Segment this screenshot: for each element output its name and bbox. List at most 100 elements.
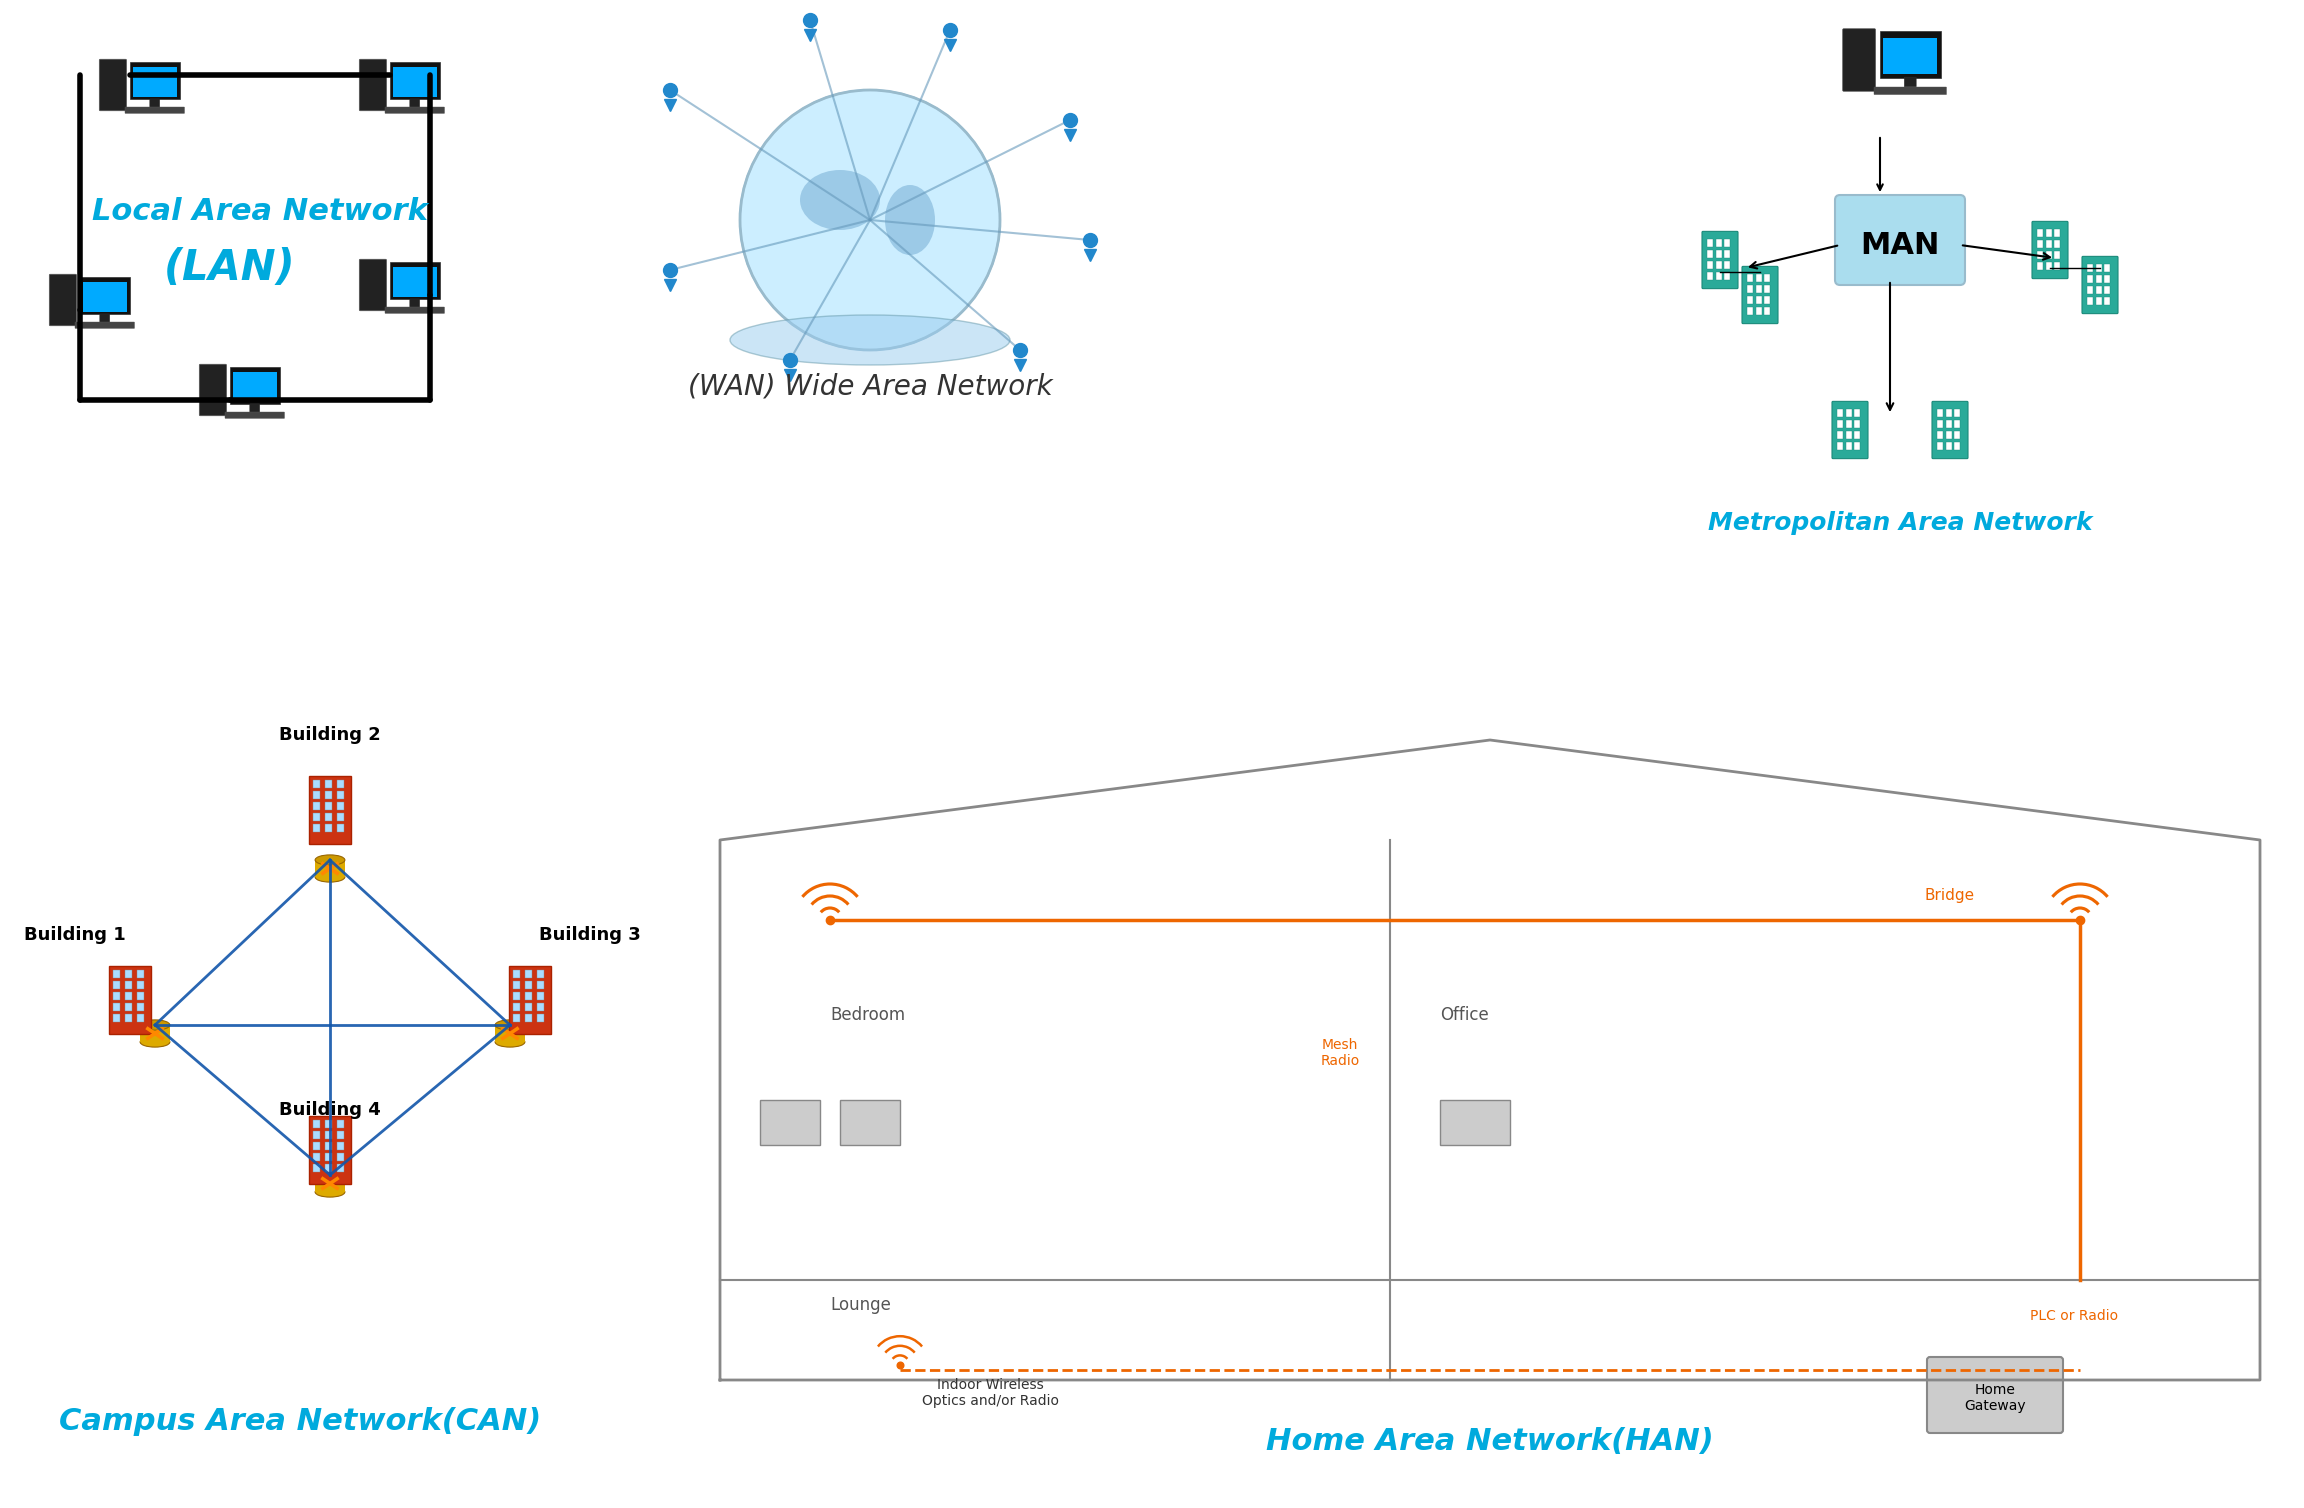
Bar (1716, 273, 1721, 280)
Bar (313, 1131, 320, 1139)
Bar (325, 1164, 332, 1172)
Bar (134, 66, 177, 97)
Bar (124, 982, 131, 989)
Bar (1947, 431, 1951, 439)
Bar (2104, 287, 2110, 294)
Bar (1765, 296, 1769, 305)
FancyBboxPatch shape (2032, 222, 2069, 279)
Bar (1954, 421, 1961, 428)
FancyBboxPatch shape (1903, 77, 1917, 87)
Text: Bridge: Bridge (1924, 888, 1975, 903)
Bar (1938, 421, 1942, 428)
FancyBboxPatch shape (2083, 256, 2117, 314)
Bar (316, 860, 346, 878)
Bar (1746, 274, 1753, 282)
Bar (136, 1015, 143, 1022)
Text: Building 1: Building 1 (23, 926, 127, 944)
Bar (2037, 240, 2044, 247)
Bar (124, 1003, 131, 1010)
Bar (1765, 274, 1769, 282)
Ellipse shape (316, 855, 346, 866)
Bar (336, 813, 343, 820)
Text: Metropolitan Area Network: Metropolitan Area Network (1707, 511, 2092, 535)
Bar (336, 1131, 343, 1139)
Bar (1836, 442, 1843, 449)
Bar (1846, 442, 1852, 449)
Bar (2097, 276, 2101, 284)
Bar (136, 970, 143, 977)
Bar (537, 992, 544, 1000)
Bar (514, 982, 521, 989)
Bar (1756, 285, 1763, 293)
Bar (1855, 442, 1859, 449)
Bar (336, 1143, 343, 1151)
Bar (1855, 421, 1859, 428)
Bar (309, 777, 350, 844)
Bar (1765, 285, 1769, 293)
Bar (325, 1143, 332, 1151)
Bar (2104, 297, 2110, 305)
Bar (495, 1025, 525, 1042)
Bar (514, 970, 521, 977)
Bar (2087, 264, 2094, 271)
Bar (537, 982, 544, 989)
Ellipse shape (495, 1019, 525, 1030)
Bar (1746, 296, 1753, 305)
Bar (313, 825, 320, 832)
Bar (1855, 409, 1859, 416)
Bar (509, 967, 551, 1034)
Bar (1938, 431, 1942, 439)
FancyBboxPatch shape (150, 100, 159, 107)
Bar (2104, 276, 2110, 284)
FancyBboxPatch shape (1926, 1357, 2062, 1433)
Text: Building 2: Building 2 (279, 725, 380, 743)
Text: (WAN) Wide Area Network: (WAN) Wide Area Network (687, 372, 1053, 401)
Bar (1746, 308, 1753, 315)
Ellipse shape (141, 1019, 170, 1030)
Bar (2055, 229, 2060, 237)
Bar (1746, 285, 1753, 293)
Text: Building 3: Building 3 (539, 926, 641, 944)
Bar (1756, 296, 1763, 305)
Bar (81, 276, 129, 314)
Bar (1855, 431, 1859, 439)
Bar (1938, 442, 1942, 449)
Bar (325, 1154, 332, 1161)
Bar (313, 1120, 320, 1128)
Ellipse shape (316, 1187, 346, 1197)
Bar (336, 825, 343, 832)
FancyBboxPatch shape (385, 107, 445, 113)
Bar (537, 1003, 544, 1010)
Bar (389, 261, 440, 300)
Bar (760, 1099, 820, 1145)
Bar (1716, 250, 1721, 258)
Bar (136, 992, 143, 1000)
Bar (2046, 252, 2051, 259)
Text: Campus Area Network(CAN): Campus Area Network(CAN) (60, 1407, 541, 1436)
Bar (1707, 240, 1714, 247)
Bar (325, 825, 332, 832)
Bar (1947, 421, 1951, 428)
Text: Lounge: Lounge (829, 1295, 892, 1313)
Bar (313, 1143, 320, 1151)
Text: Home Area Network(HAN): Home Area Network(HAN) (1267, 1427, 1714, 1457)
FancyBboxPatch shape (410, 299, 419, 308)
Circle shape (740, 90, 1000, 350)
Bar (1716, 261, 1721, 268)
Bar (2097, 264, 2101, 271)
Bar (2055, 252, 2060, 259)
Bar (1836, 421, 1843, 428)
Bar (108, 967, 152, 1034)
Bar (2097, 297, 2101, 305)
Text: MAN: MAN (1859, 231, 1940, 259)
Bar (1836, 431, 1843, 439)
FancyBboxPatch shape (76, 323, 134, 329)
Bar (514, 1015, 521, 1022)
Bar (136, 982, 143, 989)
Bar (525, 970, 532, 977)
Bar (230, 366, 279, 404)
Text: Office: Office (1440, 1006, 1488, 1024)
Bar (1707, 250, 1714, 258)
FancyBboxPatch shape (359, 59, 387, 110)
FancyBboxPatch shape (359, 259, 387, 311)
